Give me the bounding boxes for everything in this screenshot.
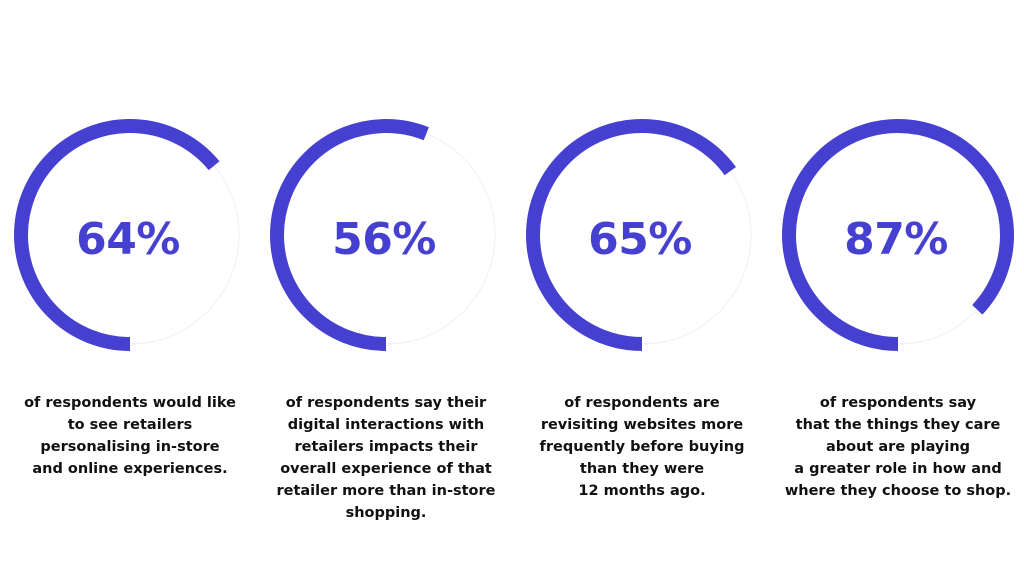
stat-card-1: 64% of respondents would like to see ret… xyxy=(0,0,256,576)
caption-line: a greater role in how and xyxy=(794,461,1002,477)
caption-line: digital interactions with xyxy=(287,417,485,433)
caption-line: personalising in-store xyxy=(40,439,220,455)
progress-ring xyxy=(782,119,1014,351)
stat-value: 56% xyxy=(332,214,436,265)
progress-ring xyxy=(270,119,502,351)
progress-ring xyxy=(14,119,246,351)
caption-line: to see retailers xyxy=(67,417,193,433)
stat-caption: of respondents would like to see retaile… xyxy=(10,392,250,480)
stat-card-4: 87% of respondents say that the things t… xyxy=(768,0,1024,576)
stat-caption: of respondents say their digital interac… xyxy=(266,392,506,524)
caption-line: retailers impacts their xyxy=(294,439,478,455)
caption-line: about are playing xyxy=(825,439,971,455)
stat-caption: of respondents say that the things they … xyxy=(778,392,1018,502)
caption-line: retailer more than in-store xyxy=(276,483,496,499)
stat-caption: of respondents are revisiting websites m… xyxy=(522,392,762,502)
stat-value: 87% xyxy=(844,214,948,265)
ring-progress-arc xyxy=(14,119,246,351)
stat-value: 64% xyxy=(76,214,180,265)
caption-line: that the things they care xyxy=(795,417,1001,433)
ring-progress-arc xyxy=(782,119,1014,351)
caption-line: revisiting websites more xyxy=(540,417,744,433)
caption-line: than they were xyxy=(579,461,705,477)
caption-line: overall experience of that xyxy=(280,461,492,477)
caption-line: 12 months ago. xyxy=(578,483,706,499)
ring-progress-arc xyxy=(270,119,502,351)
progress-ring xyxy=(526,119,758,351)
caption-line: shopping. xyxy=(345,505,427,521)
caption-line: of respondents say their xyxy=(285,395,487,411)
stat-card-2: 56% of respondents say their digital int… xyxy=(256,0,512,576)
stat-value: 65% xyxy=(588,214,692,265)
caption-line: of respondents say xyxy=(819,395,977,411)
caption-line: of respondents are xyxy=(564,395,720,411)
stat-card-3: 65% of respondents are revisiting websit… xyxy=(512,0,768,576)
caption-line: where they choose to shop. xyxy=(784,483,1012,499)
caption-line: of respondents would like xyxy=(24,395,236,411)
caption-line: and online experiences. xyxy=(32,461,228,477)
caption-line: frequently before buying xyxy=(539,439,745,455)
ring-progress-arc xyxy=(526,119,758,351)
